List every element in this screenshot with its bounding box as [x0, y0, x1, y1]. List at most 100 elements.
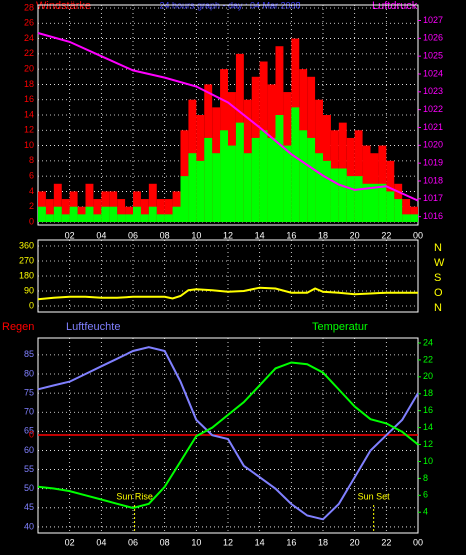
y-tick-label: 270 [19, 255, 34, 265]
y2-tick-label: 1025 [423, 51, 443, 61]
bar [307, 137, 316, 222]
y2-tick-label: 12 [423, 439, 433, 449]
rain-label: Regen [2, 321, 34, 333]
bar [93, 214, 102, 222]
bar [93, 199, 102, 222]
bar [402, 214, 411, 222]
bar [133, 206, 141, 222]
y-tick-label: 0 [29, 216, 34, 226]
bar [38, 206, 46, 222]
x-tick-label: 10 [191, 230, 201, 240]
bar [125, 214, 133, 222]
bar [410, 214, 418, 222]
temperature-label: Temperatur [312, 321, 368, 333]
x-tick-label: 18 [318, 537, 328, 547]
y2-tick-label: 18 [423, 388, 433, 398]
x-tick-label: 14 [255, 537, 265, 547]
x-tick-label: 22 [381, 230, 391, 240]
x-tick-label: 22 [381, 537, 391, 547]
right-label: Luftdruck [372, 0, 418, 12]
bar [140, 214, 149, 222]
x-tick-label: 20 [350, 537, 360, 547]
x-tick-label: 02 [65, 230, 75, 240]
x-tick-label: 06 [128, 537, 138, 547]
y-tick-label: 6 [29, 171, 34, 181]
bar [378, 183, 387, 222]
y-tick-label: 90 [24, 285, 34, 295]
x-tick-label: 10 [191, 537, 201, 547]
bar [370, 183, 379, 222]
y-tick-label: 20 [24, 64, 34, 74]
y-tick-label: 45 [24, 502, 34, 512]
annotation: Sun Set [358, 491, 391, 501]
bar [45, 199, 54, 222]
y-tick-label: 60 [24, 445, 34, 455]
y-tick-label: 85 [24, 349, 34, 359]
y-tick-label: 55 [24, 464, 34, 474]
line [37, 346, 419, 521]
y-tick-label: 50 [24, 483, 34, 493]
bar [61, 214, 70, 222]
x-tick-label: 14 [255, 230, 265, 240]
bar [117, 214, 126, 222]
bar [275, 115, 284, 222]
bar [243, 153, 252, 222]
rain-tick-label: 0 [29, 429, 34, 439]
direction-label: O [434, 287, 443, 299]
bar [148, 183, 157, 222]
bar [196, 160, 205, 222]
bar [69, 206, 78, 222]
direction-label: W [434, 257, 445, 269]
bar [394, 199, 403, 222]
y-tick-label: 180 [19, 270, 34, 280]
bar [291, 107, 300, 222]
y-tick-label: 8 [29, 155, 34, 165]
bar [101, 206, 110, 222]
y2-tick-label: 6 [423, 490, 428, 500]
y-tick-label: 80 [24, 368, 34, 378]
y2-tick-label: 16 [423, 405, 433, 415]
bar [259, 130, 268, 222]
y2-tick-label: 14 [423, 422, 433, 432]
left-label: Windstärke [36, 0, 91, 12]
y-tick-label: 26 [24, 18, 34, 28]
bar [53, 206, 62, 222]
bar [61, 199, 70, 222]
y2-tick-label: 1024 [423, 68, 443, 78]
y-tick-label: 0 [29, 300, 34, 310]
x-tick-label: 12 [223, 230, 233, 240]
y-tick-label: 28 [24, 2, 34, 12]
y2-tick-label: 1019 [423, 158, 443, 168]
x-tick-label: 04 [96, 537, 106, 547]
bar [53, 183, 62, 222]
direction-label: N [434, 302, 442, 314]
bar [315, 153, 323, 222]
y-tick-label: 65 [24, 426, 34, 436]
y2-tick-label: 1016 [423, 211, 443, 221]
y-tick-label: 14 [24, 109, 34, 119]
x-tick-label: 06 [128, 230, 138, 240]
bar [77, 214, 86, 222]
y-tick-label: 18 [24, 79, 34, 89]
y-tick-label: 2 [29, 201, 34, 211]
bar [235, 122, 244, 222]
bar [338, 168, 347, 222]
y2-tick-label: 1017 [423, 193, 443, 203]
direction-label: S [434, 272, 441, 284]
bar [354, 176, 363, 222]
y2-tick-label: 8 [423, 473, 428, 483]
y-tick-label: 24 [24, 33, 34, 43]
x-tick-label: 00 [413, 537, 423, 547]
humidity-label: Luftfeuchte [66, 321, 120, 333]
bar [148, 206, 157, 222]
line [37, 286, 418, 301]
y2-tick-label: 10 [423, 456, 433, 466]
y-tick-label: 40 [24, 521, 34, 531]
y2-tick-label: 1022 [423, 104, 443, 114]
bar [402, 199, 411, 222]
bar [228, 145, 236, 222]
bar [267, 137, 276, 222]
y2-tick-label: 1020 [423, 140, 443, 150]
bar [156, 214, 165, 222]
bar [220, 130, 228, 222]
